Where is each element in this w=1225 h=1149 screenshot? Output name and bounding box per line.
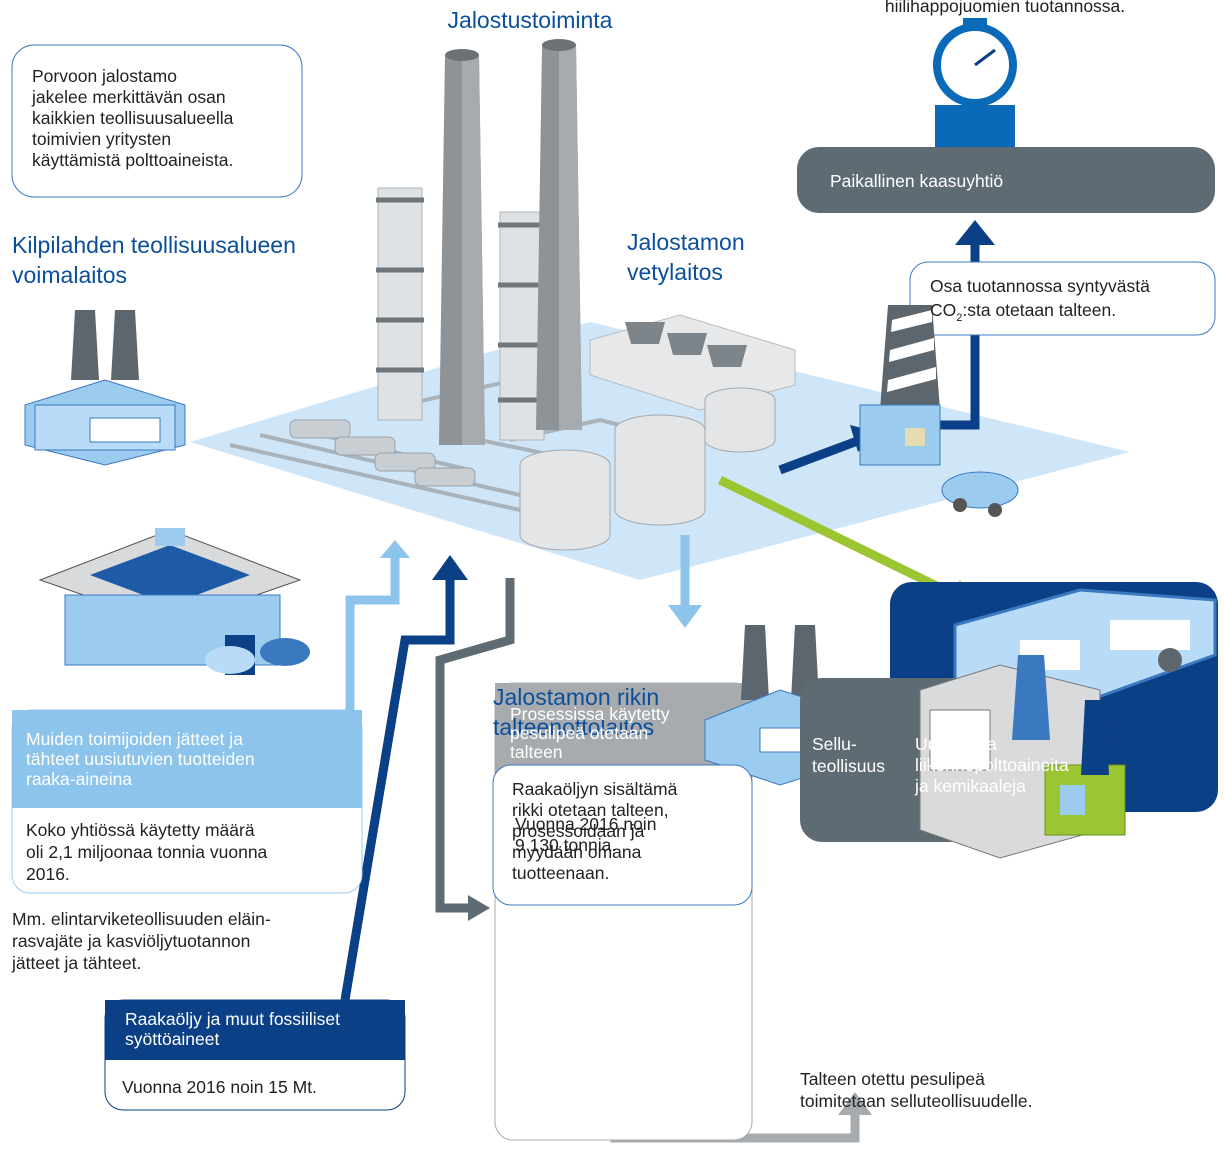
intro-box xyxy=(11,44,303,198)
lye-body-text: Vuonna 2016 noin xyxy=(515,814,656,834)
co2-chimney xyxy=(859,305,941,466)
lye-header-text: pesulipeä otetaan xyxy=(510,723,648,743)
top-caption: hiilihappojuomien tuotannossa. xyxy=(885,0,1125,16)
gas-company-label: Paikallinen kaasuyhtiö xyxy=(830,171,1003,191)
products-label: ja kemikaaleja xyxy=(914,776,1026,796)
renewables-note: rasvajäte ja kasviöljytuotannon xyxy=(12,931,250,951)
sulfur-text: tuotteenaan. xyxy=(512,863,609,883)
chimneys xyxy=(439,39,582,445)
co2-box xyxy=(909,261,1216,336)
sulfur-box xyxy=(492,764,753,906)
crude-header-text: syöttöaineet xyxy=(125,1029,220,1049)
intro-text: toimivien yritysten xyxy=(32,129,171,149)
pulp-note: Talteen otettu pesulipeä xyxy=(800,1069,985,1089)
sulfur-plant-label: Jalostamon rikin xyxy=(493,684,659,710)
lye-body-text: 9 130 tonnia. xyxy=(515,835,616,855)
valve xyxy=(933,18,1017,147)
power-plant-label: Kilpilahden teollisuusalueen xyxy=(12,232,296,258)
lye-header-text: talteen xyxy=(510,742,563,762)
products-label: liikennepolttoaineita xyxy=(915,755,1069,775)
crude-header xyxy=(105,1000,405,1060)
crude-header-text: Raakaöljy ja muut fossiiliset xyxy=(125,1009,340,1029)
pulp-note: toimitetaan selluteollisuudelle. xyxy=(800,1091,1033,1111)
renewables-header-text: Muiden toimijoiden jätteet ja xyxy=(26,729,243,749)
intro-text: kaikkien teollisuusalueella xyxy=(32,108,234,128)
co2-formula: CO xyxy=(930,300,956,320)
pipe-units xyxy=(289,419,476,487)
cooling-towers xyxy=(625,322,747,367)
crude-body-text: Vuonna 2016 noin 15 Mt. xyxy=(122,1077,317,1097)
hydrogen-plant-label: vetylaitos xyxy=(627,259,723,285)
intro-text: käyttämistä polttoaineista. xyxy=(32,150,233,170)
pulp-label: Sellu- xyxy=(812,734,857,754)
renewables-body-text: Koko yhtiössä käytetty määrä xyxy=(26,820,255,840)
lye-header-text: Prosessissa käytetty xyxy=(510,704,670,724)
intro-text: jakelee merkittävän osan xyxy=(31,87,226,107)
restaurant xyxy=(38,528,310,675)
renewables-header-text: tähteet uusiutuvien tuotteiden xyxy=(26,749,255,769)
sulfur-text: prosessoidaan ja xyxy=(512,821,645,841)
renewables-header xyxy=(12,710,362,808)
tanks xyxy=(519,387,776,551)
renewables-body-text: 2016. xyxy=(26,864,70,884)
co2-rest: :sta otetaan talteen. xyxy=(962,300,1116,320)
car xyxy=(941,471,1019,517)
renewables-note: Mm. elintarviketeollisuuden eläin- xyxy=(12,909,271,929)
pulp-factory xyxy=(919,655,1126,859)
gas-company-box xyxy=(797,147,1215,213)
sulfur-plant-label: talteenottolaitos xyxy=(493,714,654,740)
bus xyxy=(953,588,1217,707)
co2-subscript: 2 xyxy=(956,312,962,324)
pulp-label: teollisuus xyxy=(812,756,885,776)
co2-line: CO2:sta otetaan talteen. xyxy=(930,300,1116,324)
power-plant-label: voimalaitos xyxy=(12,262,127,288)
title: Jalostustoiminta xyxy=(448,7,613,33)
sulfur-text: myydään omana xyxy=(512,842,642,862)
renewables-body-text: oli 2,1 miljoonaa tonnia vuonna xyxy=(26,842,268,862)
renewables-header-text: raaka-aineina xyxy=(26,769,132,789)
sulfur-text: rikki otetaan talteen, xyxy=(512,800,669,820)
products-label: Uusiutuvia xyxy=(915,734,997,754)
power-plant xyxy=(24,310,186,466)
co2-line: Osa tuotannossa syntyvästä xyxy=(930,276,1150,296)
hydrogen-plant-label: Jalostamon xyxy=(627,229,745,255)
sulfur-text: Raakaöljyn sisältämä xyxy=(512,779,678,799)
intro-text: Porvoon jalostamo xyxy=(32,66,177,86)
renewables-note: jätteet ja tähteet. xyxy=(11,953,141,973)
